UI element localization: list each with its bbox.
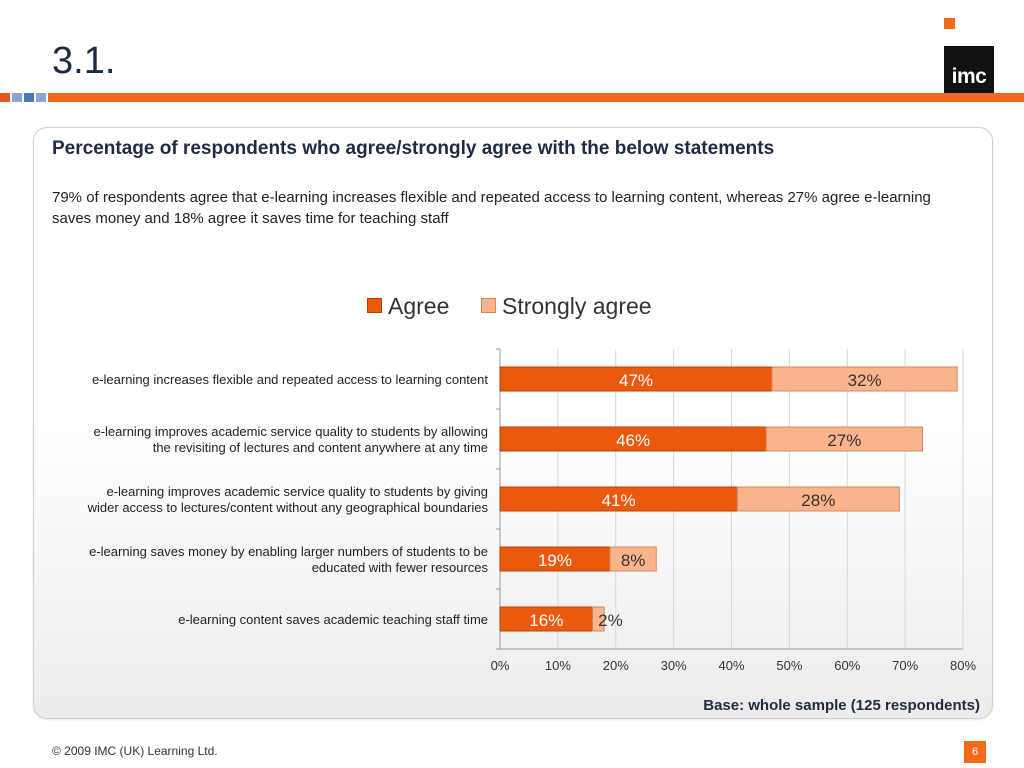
data-label-agree: 16% [529,611,563,630]
data-label-agree: 19% [538,551,572,570]
legend-swatch-agree [367,298,382,313]
legend-label-agree: Agree [388,293,450,319]
category-label-line: e-learning content saves academic teachi… [178,612,488,627]
category-label: e-learning improves academic service qua… [87,484,489,515]
logo-mark: imc [944,46,994,94]
category-label: e-learning saves money by enabling large… [89,544,488,575]
logo-accent-square [944,18,955,29]
category-label: e-learning improves academic service qua… [93,424,488,455]
base-note: Base: whole sample (125 respondents) [703,697,980,714]
data-label-strongly-agree: 8% [621,551,646,570]
data-label-strongly-agree: 2% [598,611,623,630]
bar-strongly-agree [592,606,605,632]
page-number: 6 [964,741,986,763]
slide-title: 3.1. [52,40,116,82]
category-label-line: educated with fewer resources [312,560,489,575]
x-tick-label: 70% [892,658,918,673]
category-label-line: the revisiting of lectures and content a… [153,440,488,455]
header-stripe [0,93,1024,102]
stripe-block [24,93,34,102]
x-tick-label: 80% [950,658,976,673]
stripe-bar [48,93,1024,102]
bar-agree [499,606,594,632]
legend-item-agree: Agree [367,293,449,320]
legend-swatch-strongly-agree [481,298,496,313]
category-label-line: e-learning improves academic service qua… [93,424,488,439]
data-label-strongly-agree: 28% [801,491,835,510]
panel-title: Percentage of respondents who agree/stro… [52,138,775,159]
x-tick-label: 10% [545,658,571,673]
legend-label-strongly-agree: Strongly agree [502,293,652,319]
category-label: e-learning increases flexible and repeat… [92,372,488,387]
data-label-agree: 41% [602,491,636,510]
data-label-agree: 47% [619,371,653,390]
x-tick-label: 50% [776,658,802,673]
bar-strongly-agree [609,546,657,572]
data-label-agree: 46% [616,431,650,450]
data-label-strongly-agree: 32% [848,371,882,390]
data-label-strongly-agree: 27% [827,431,861,450]
category-label: e-learning content saves academic teachi… [178,612,488,627]
stripe-block [12,93,22,102]
bar-strongly-agree [771,366,958,392]
bar-agree [499,486,738,512]
x-tick-label: 40% [718,658,744,673]
x-tick-label: 30% [661,658,687,673]
stripe-block [0,93,10,102]
imc-logo: imc [944,18,994,94]
stripe-block [36,93,46,102]
bar-agree [499,546,611,572]
content-panel: Percentage of respondents who agree/stro… [33,127,993,719]
legend-item-strongly-agree: Strongly agree [481,293,652,320]
footer-copyright: © 2009 IMC (UK) Learning Ltd. [52,744,218,758]
x-tick-label: 20% [603,658,629,673]
bar-agree [499,426,767,452]
category-label-line: e-learning saves money by enabling large… [89,544,488,559]
stacked-bar-chart: 0% 10% 20% 30% 40% 50% 60% 70% 80% e-learning inc… [87,348,976,673]
panel-subtitle: 79% of respondents agree that e-learning… [52,189,931,227]
category-label-line: e-learning improves academic service qua… [106,484,488,499]
x-tick-label: 60% [834,658,860,673]
category-label-line: e-learning increases flexible and repeat… [92,372,488,387]
bar-strongly-agree [765,426,923,452]
bar-strongly-agree [736,486,900,512]
bar-agree [499,366,773,392]
x-tick-label: 0% [491,658,510,673]
category-label-line: wider access to lectures/content without… [87,500,489,515]
